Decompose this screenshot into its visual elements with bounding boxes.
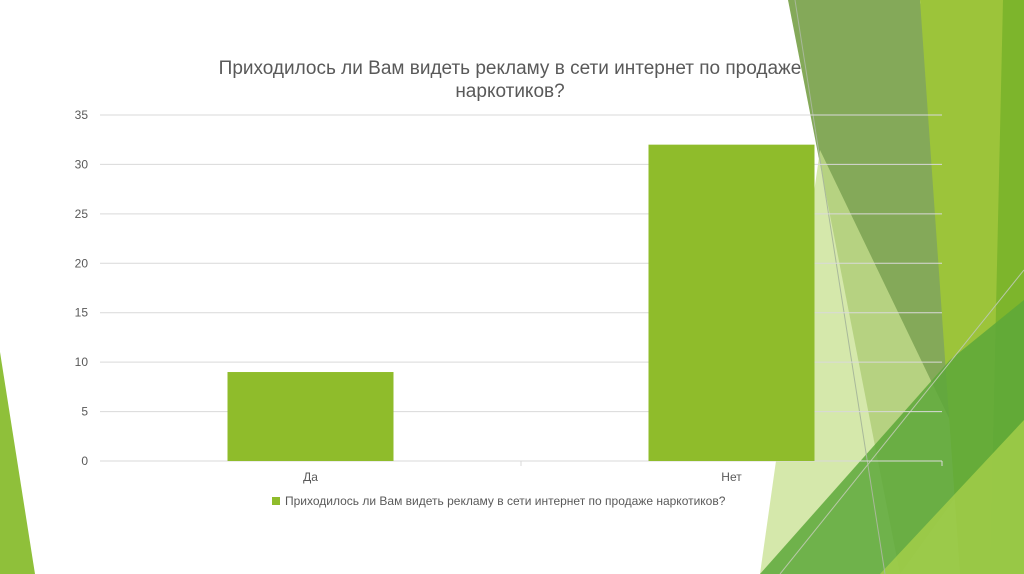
- y-tick-label: 10: [75, 355, 89, 369]
- bar-1: [227, 372, 394, 461]
- chart-title-line-2: наркотиков?: [455, 81, 565, 102]
- y-tick-label: 30: [75, 157, 89, 171]
- decor-thin-line-2: [779, 269, 1024, 574]
- bar-2: [648, 144, 815, 461]
- y-tick-label: 5: [81, 405, 88, 419]
- x-tick-label: Да: [303, 470, 318, 484]
- decor-left-edge: [0, 352, 35, 574]
- y-tick-label: 20: [75, 256, 89, 270]
- y-tick-label: 35: [75, 108, 89, 122]
- chart-title-line-1: Приходилось ли Вам видеть рекламу в сети…: [218, 58, 802, 79]
- y-tick-label: 0: [81, 454, 88, 468]
- legend-swatch: [272, 497, 280, 505]
- y-tick-label: 15: [75, 306, 89, 320]
- y-tick-label: 25: [75, 207, 89, 221]
- x-tick-label: Нет: [721, 470, 742, 484]
- chart-legend: Приходилось ли Вам видеть рекламу в сети…: [272, 494, 725, 508]
- legend-label: Приходилось ли Вам видеть рекламу в сети…: [285, 494, 726, 508]
- decor-bottom-light-facet: [880, 420, 1024, 574]
- decor-thin-line-1: [794, 0, 886, 574]
